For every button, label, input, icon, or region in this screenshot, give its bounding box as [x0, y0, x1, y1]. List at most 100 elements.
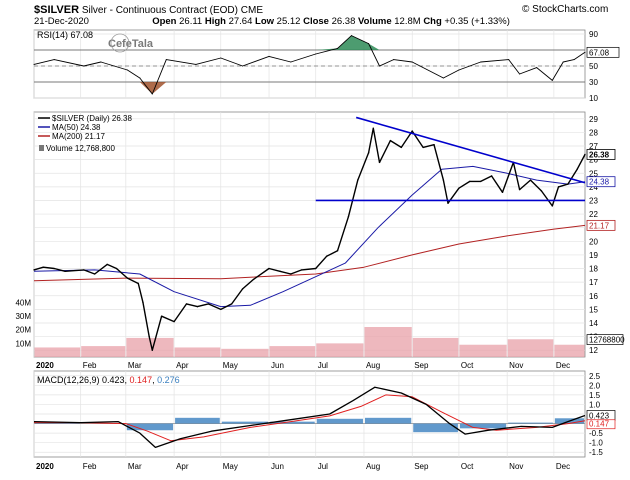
price-point [518, 188, 521, 191]
rsi-tick-label: 50 [589, 62, 598, 71]
price-tick-label: 15 [589, 305, 598, 314]
price-point [268, 267, 270, 270]
price-point [357, 179, 359, 181]
volume-tick-label: 30M [15, 312, 31, 321]
macd-tick-label: -1.5 [589, 448, 603, 457]
chart-credit[interactable]: © StockCharts.com [522, 4, 609, 15]
price-point [378, 161, 381, 164]
macd-signal-line [34, 394, 586, 442]
price-point [279, 270, 281, 272]
rsi-point [508, 59, 510, 61]
rsi-point [126, 69, 128, 71]
macd-histogram-bar [126, 423, 174, 431]
signal-value-label: 0.147 [589, 420, 610, 429]
price-tick-label: 25 [589, 169, 598, 178]
price-point [301, 269, 303, 271]
macd-histogram-bar [270, 421, 315, 424]
price-value-label: 26.38 [589, 150, 610, 159]
volume-value: 12.8M [394, 16, 421, 27]
price-x-tick-label: Jun [271, 361, 284, 370]
rsi-legend: RSI(14) 67.08 [37, 30, 93, 40]
rsi-point [290, 61, 292, 63]
macd-tick-label: 1.5 [589, 391, 601, 400]
price-x-tick-label: Oct [461, 361, 474, 370]
rsi-point [480, 61, 482, 63]
signal-value-box [586, 419, 616, 430]
rsi-point [562, 61, 564, 63]
price-point [53, 267, 55, 270]
price-point [33, 269, 35, 271]
price-point [584, 153, 586, 156]
high-label: High [204, 16, 226, 27]
price-point [540, 190, 543, 192]
price-x-tick-label: Dec [556, 361, 570, 370]
price-point [411, 130, 413, 132]
price-point [252, 278, 255, 281]
price-x-tick-label: Mar [128, 361, 142, 370]
macd-tick-label: 2.5 [589, 372, 601, 381]
rsi-point [53, 59, 55, 61]
low-label: Low [255, 16, 275, 27]
macd-legend: MACD(12,26,9) 0.423, 0.147, 0.276 [37, 375, 180, 385]
macd-line [33, 386, 586, 449]
price-point [148, 335, 150, 338]
price-point [389, 139, 392, 142]
rsi-point [315, 53, 317, 55]
price-point [442, 179, 445, 181]
rsi-point [573, 59, 575, 61]
low-value: 25.12 [276, 16, 301, 27]
price-x-tick-label: Nov [509, 361, 523, 370]
price-point [336, 250, 339, 252]
price-point [567, 183, 569, 185]
price-point [42, 266, 45, 268]
rsi-point [536, 67, 538, 69]
rsi-point [584, 51, 586, 53]
price-tick-label: 12 [589, 346, 598, 355]
rsi-point [242, 65, 244, 67]
macd-x-tick-label: Nov [509, 462, 523, 471]
price-point [576, 168, 578, 170]
macd-histogram-bar [508, 422, 553, 424]
price-point [173, 320, 175, 323]
rsi-point [83, 65, 85, 67]
price-point [490, 175, 493, 177]
volume-bar [412, 337, 459, 357]
price-point [458, 187, 460, 189]
price-point [241, 288, 244, 290]
volume-bar [316, 343, 364, 357]
volume-tick-label: 10M [15, 339, 31, 348]
price-tick-label: 28 [589, 128, 598, 137]
price-point [367, 152, 370, 154]
price-tick-label: 16 [589, 292, 598, 301]
high-value: 27.64 [228, 16, 253, 27]
legend-entry-volume: Volume 12,768,800 [46, 144, 115, 153]
price-point [325, 255, 328, 257]
rsi-point [393, 59, 395, 61]
volume-last-value-box [586, 334, 624, 345]
price-point [185, 303, 188, 305]
price-point [400, 146, 403, 149]
rsi-point [139, 77, 141, 79]
rsi-tick-label: 90 [589, 30, 598, 39]
price-point [106, 263, 108, 266]
price-point [151, 349, 153, 351]
chg-value: +0.35 (+1.33%) [444, 16, 510, 27]
rsi-point [368, 43, 370, 45]
macd-histogram-bar [413, 423, 458, 433]
price-value-label: 24.38 [589, 178, 610, 187]
rsi-point [220, 57, 222, 59]
rsi-point [411, 61, 413, 63]
price-x-tick-label: May [223, 361, 238, 370]
chg-label: Chg [423, 16, 442, 27]
close-value: 26.38 [331, 16, 356, 27]
legend-entry: MA(50) 24.38 [52, 123, 101, 132]
rsi-line [33, 35, 586, 95]
price-value-box [586, 176, 616, 188]
watermark-logo: CefeTala [108, 38, 154, 50]
macd-histogram-bar [221, 421, 269, 424]
close-label: Close [303, 16, 329, 27]
volume-bar [174, 347, 221, 357]
volume-bar [221, 348, 269, 357]
macd-tick-label: -1.0 [589, 439, 603, 448]
macd-histogram-bar [459, 423, 507, 429]
